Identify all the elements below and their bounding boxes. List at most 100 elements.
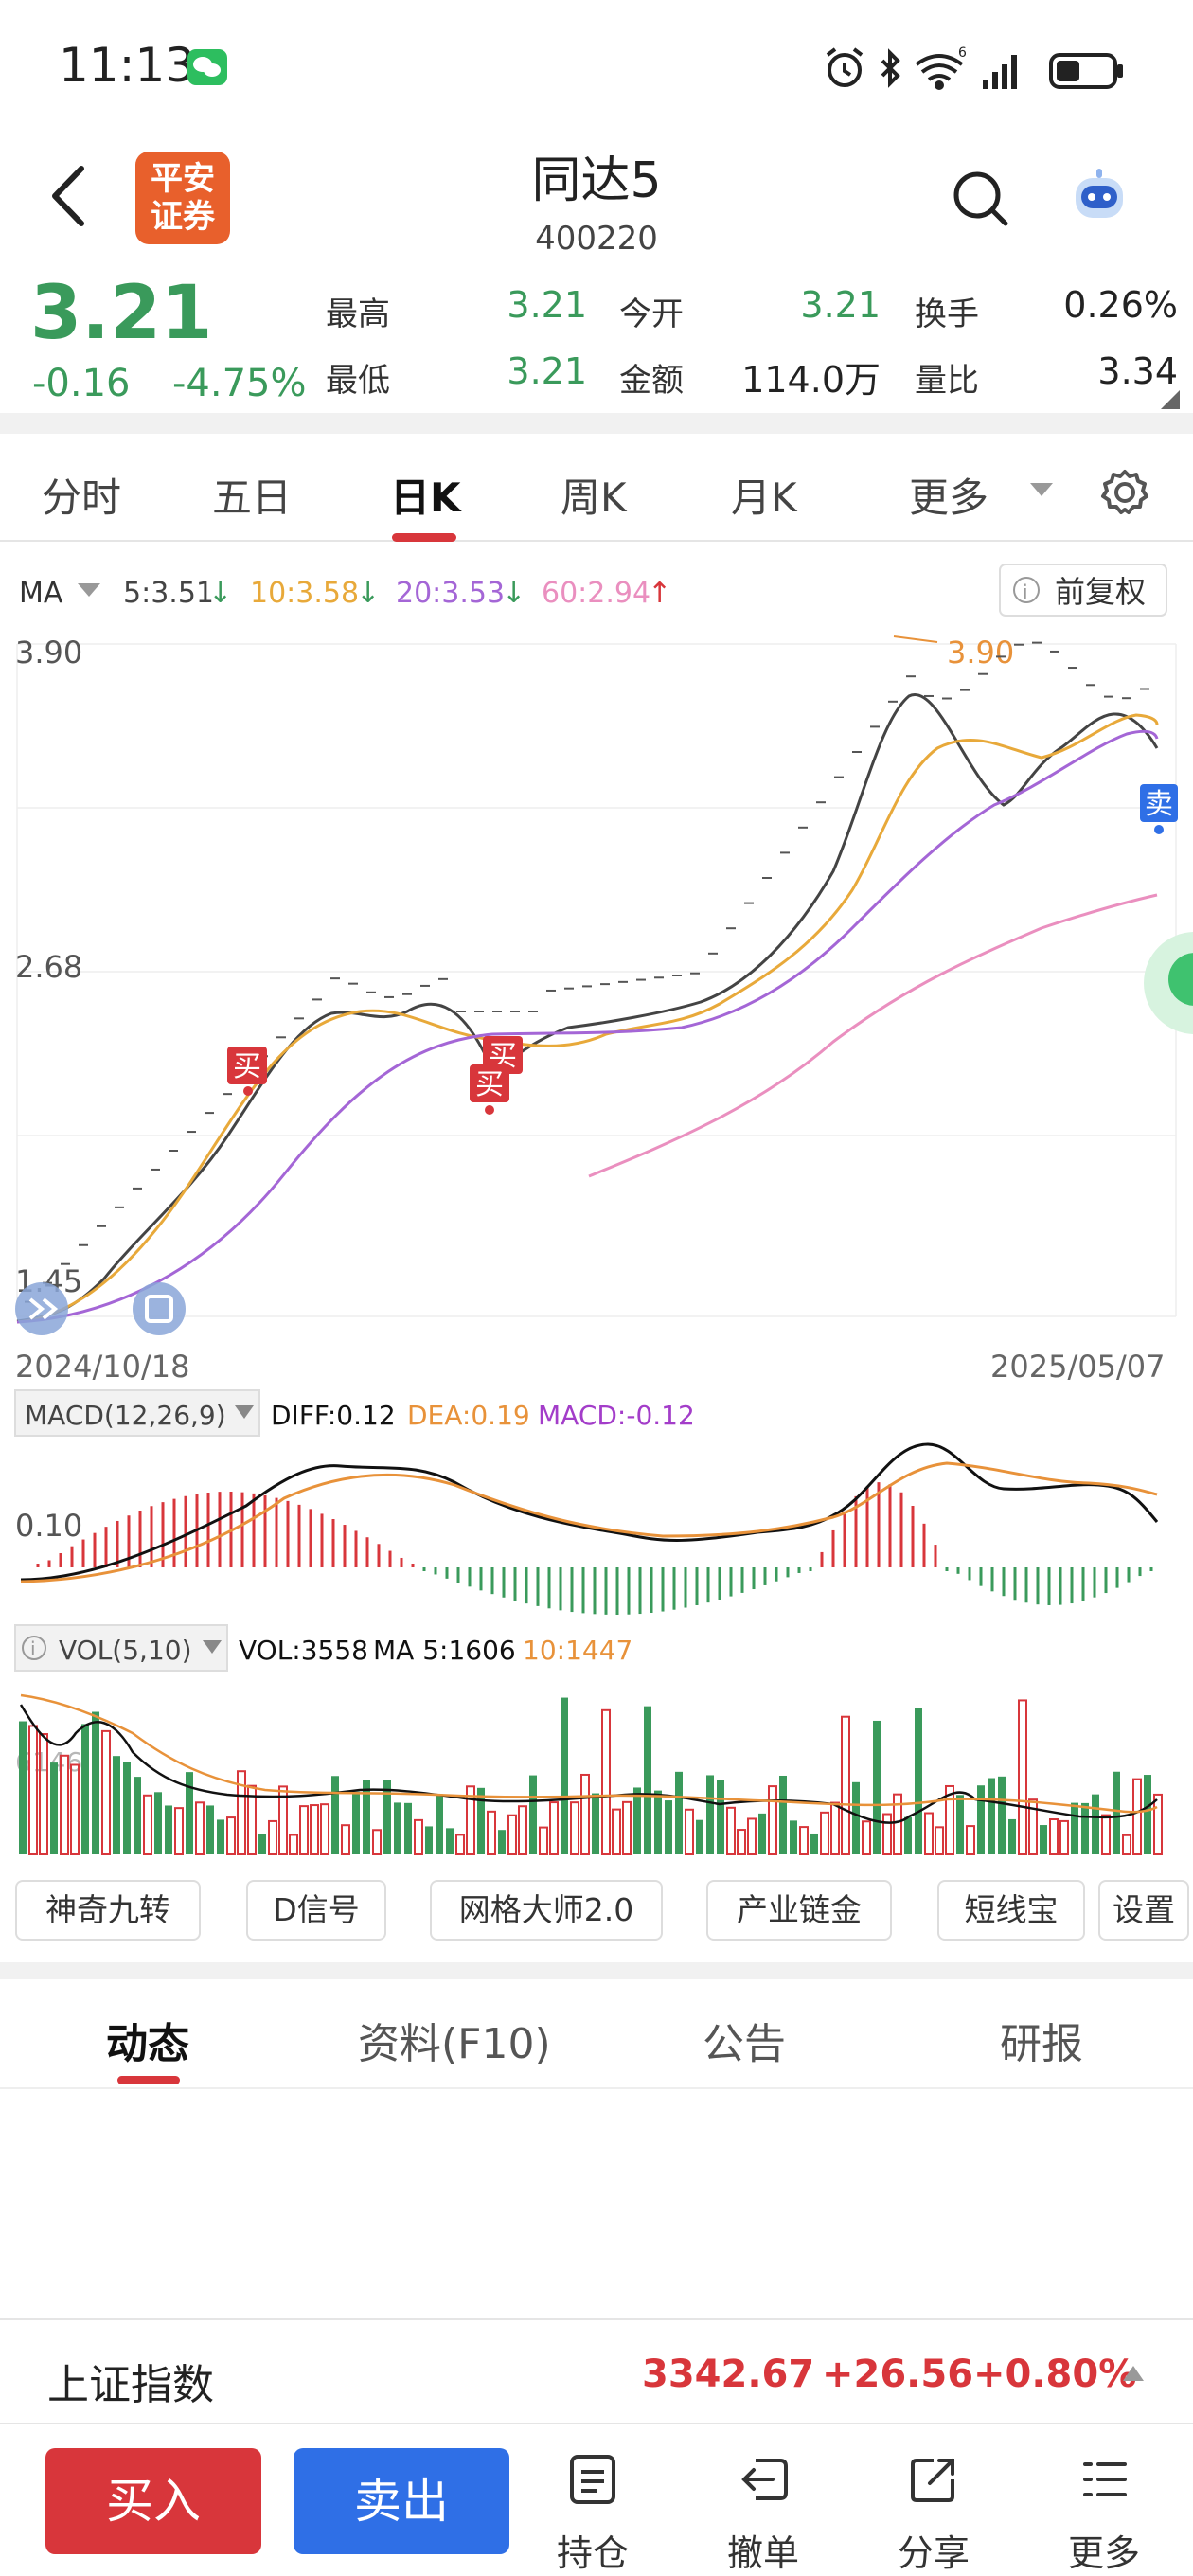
volume-bar xyxy=(935,1826,944,1855)
ma20-legend: 20:3.53 xyxy=(396,577,505,610)
logo-text-top: 平安 xyxy=(151,160,215,198)
caret-down-icon[interactable] xyxy=(1028,481,1055,498)
field-label-high: 最高 xyxy=(326,295,390,333)
volume-bar xyxy=(19,1721,27,1854)
sell-marker[interactable]: 卖 xyxy=(1140,784,1178,834)
kline-chart[interactable]: MA 5:3.51 ↓ 10:3.58 ↓ 20:3.53 ↓ 60:2.94 … xyxy=(0,549,1193,1856)
alarm-icon xyxy=(826,47,864,87)
volume-bar xyxy=(507,1814,517,1856)
volume-bar xyxy=(717,1780,724,1854)
volume-bar xyxy=(945,1784,954,1856)
volume-bar xyxy=(1144,1775,1151,1854)
volume-bar xyxy=(123,1762,131,1854)
document-icon[interactable] xyxy=(564,2451,621,2508)
sell-button[interactable]: 卖出 xyxy=(294,2448,509,2554)
vol-indicator-selector[interactable]: i VOL(5,10) xyxy=(14,1624,228,1672)
buy-marker-3[interactable]: 买 xyxy=(470,1064,509,1115)
volume-bar xyxy=(425,1826,433,1854)
share-nav[interactable]: 分享 xyxy=(897,2532,970,2574)
field-label-turnover: 换手 xyxy=(915,295,979,333)
volume-bar xyxy=(768,1785,777,1855)
volume-bar xyxy=(820,1811,829,1855)
more-nav[interactable]: 更多 xyxy=(1067,2532,1140,2574)
volume-bar xyxy=(320,1803,329,1856)
y-tick-high: 3.90 xyxy=(15,635,82,671)
field-value-turnover: 0.26% xyxy=(1063,284,1178,326)
volume-bar xyxy=(726,1806,736,1856)
cancel-order-nav[interactable]: 撤单 xyxy=(726,2532,799,2574)
volume-bar xyxy=(414,1818,423,1856)
volume-bar xyxy=(675,1771,683,1854)
volume-bar xyxy=(988,1778,995,1854)
tab-research[interactable]: 研报 xyxy=(1000,2020,1083,2068)
buy-marker-1[interactable]: 买 xyxy=(227,1046,267,1096)
settings-gear-icon[interactable] xyxy=(1100,468,1149,517)
vol-ma10: 10:1447 xyxy=(523,1635,632,1666)
tab-f10[interactable]: 资料(F10) xyxy=(358,2020,551,2068)
volume-bar xyxy=(226,1816,236,1856)
share-icon[interactable] xyxy=(905,2451,962,2508)
expand-corner-icon[interactable] xyxy=(1161,390,1180,409)
ma5-line xyxy=(16,693,1159,1323)
indicator-settings-button[interactable]: 设置 xyxy=(1098,1880,1189,1941)
tab-five-day[interactable]: 五日 xyxy=(212,474,293,521)
ma-dropdown-icon[interactable] xyxy=(78,583,100,597)
caret-up-icon[interactable] xyxy=(1121,2364,1146,2383)
macd-y-tick: 0.10 xyxy=(15,1508,82,1544)
volume-bar xyxy=(549,1801,559,1855)
volume-bar xyxy=(92,1711,99,1854)
undo-icon[interactable] xyxy=(735,2451,792,2508)
tab-weekly-k[interactable]: 周K xyxy=(561,474,627,521)
macd-label: MACD(12,26,9) xyxy=(25,1400,226,1431)
volume-bar xyxy=(258,1834,266,1854)
indicator-d-signal-button[interactable]: D信号 xyxy=(246,1880,386,1941)
indicator-grid-master-button[interactable]: 网格大师2.0 xyxy=(430,1880,663,1941)
tab-monthly-k[interactable]: 月K xyxy=(731,474,797,521)
y-tick-mid: 2.68 xyxy=(15,949,82,985)
date-end: 2025/05/07 xyxy=(990,1349,1165,1385)
ma-legend-label[interactable]: MA xyxy=(19,577,63,610)
macd-histogram xyxy=(36,1482,1153,1615)
broker-logo: 平安 证券 xyxy=(135,152,230,244)
wechat-notification-icon xyxy=(187,49,227,85)
cell-signal-icon xyxy=(983,55,1017,89)
macd-indicator-selector[interactable]: MACD(12,26,9) xyxy=(14,1389,260,1437)
volume-bar xyxy=(1132,1778,1142,1856)
robot-assistant-icon[interactable] xyxy=(1068,165,1131,227)
tab-news[interactable]: 动态 xyxy=(106,2020,189,2068)
index-change: +26.56 xyxy=(822,2352,974,2396)
field-value-low: 3.21 xyxy=(507,350,587,392)
indicator-industry-chain-button[interactable]: 产业链金 xyxy=(706,1880,892,1941)
volume-bar xyxy=(50,1762,58,1854)
back-arrow-icon[interactable] xyxy=(45,163,93,229)
volume-bar xyxy=(956,1795,964,1854)
volume-bar xyxy=(352,1791,360,1854)
ma5-arrow: ↓ xyxy=(208,577,232,610)
volume-bar xyxy=(779,1775,787,1854)
volume-bar xyxy=(790,1820,797,1854)
indicator-short-term-button[interactable]: 短线宝 xyxy=(937,1880,1085,1941)
tab-daily-k[interactable]: 日K xyxy=(390,474,461,521)
stock-code: 400220 xyxy=(535,220,658,258)
expand-left-button[interactable] xyxy=(15,1282,68,1335)
holdings-nav[interactable]: 持仓 xyxy=(556,2532,629,2574)
vol-ma5: MA 5:1606 xyxy=(373,1635,516,1666)
search-icon[interactable] xyxy=(951,169,1011,229)
svg-text:卖: 卖 xyxy=(1145,788,1173,821)
volume-bar xyxy=(1071,1802,1078,1854)
volume-bar xyxy=(278,1785,288,1856)
index-ticker[interactable] xyxy=(0,2318,1193,2424)
tab-announcements[interactable]: 公告 xyxy=(703,2020,786,2068)
volume-bar xyxy=(310,1804,319,1855)
volume-bar xyxy=(1081,1802,1089,1854)
buy-button[interactable]: 买入 xyxy=(45,2448,261,2554)
tab-intraday[interactable]: 分时 xyxy=(42,474,122,521)
volume-bar xyxy=(81,1724,89,1854)
indicator-nine-turns-button[interactable]: 神奇九转 xyxy=(15,1880,201,1941)
menu-icon[interactable] xyxy=(1076,2451,1132,2508)
floating-chat-button[interactable] xyxy=(1144,932,1193,1034)
fullscreen-button[interactable] xyxy=(133,1282,186,1335)
adjust-button[interactable]: i 前复权 xyxy=(999,564,1167,617)
tab-more[interactable]: 更多 xyxy=(909,474,989,521)
volume-bar xyxy=(143,1794,152,1856)
